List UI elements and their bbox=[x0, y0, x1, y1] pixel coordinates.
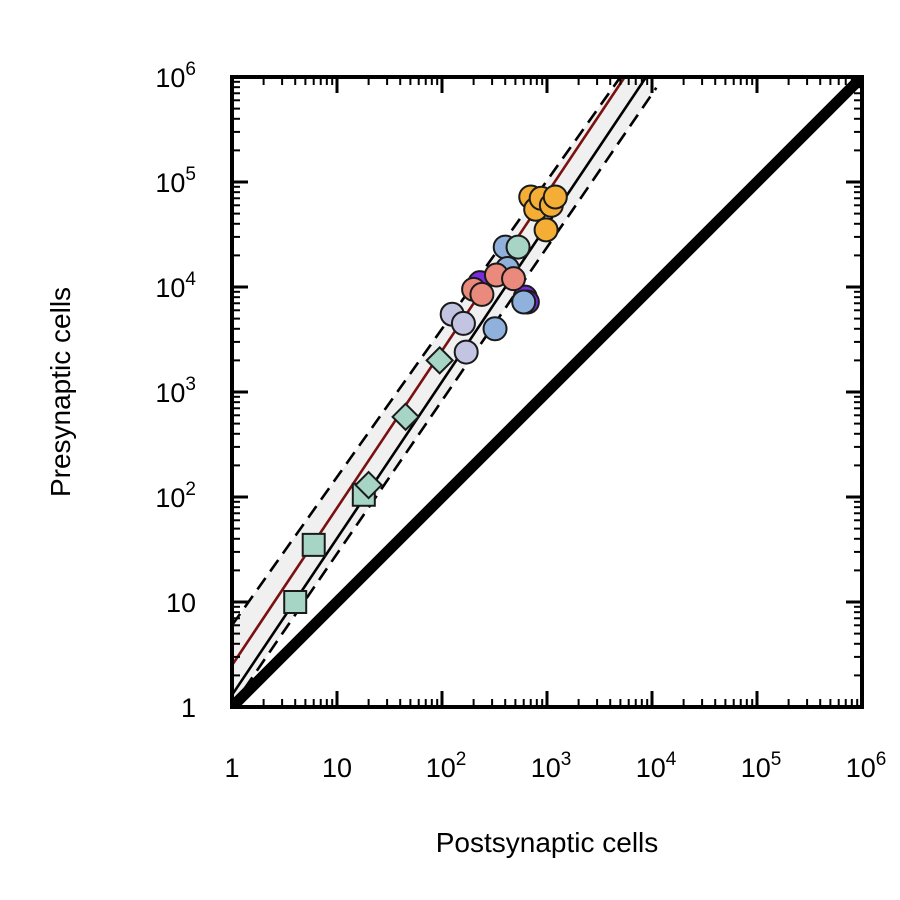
group-orange-point-5 bbox=[542, 184, 568, 210]
x-tick-label: 106 bbox=[846, 749, 887, 783]
group-diamonds-point-1 bbox=[391, 402, 421, 432]
x-tick-label: 104 bbox=[636, 749, 677, 783]
group-orange-point-3 bbox=[533, 217, 559, 243]
y-tick-label: 105 bbox=[155, 164, 196, 198]
x-tick-label: 105 bbox=[741, 749, 782, 783]
x-tick-label: 10 bbox=[322, 753, 352, 783]
y-tick-label: 1 bbox=[181, 693, 196, 723]
x-tick-label: 103 bbox=[531, 749, 572, 783]
group-salmon-point-3 bbox=[501, 266, 527, 292]
line-identity bbox=[232, 77, 862, 707]
group-squares-point-0 bbox=[283, 590, 308, 614]
group-blue-point-3 bbox=[511, 289, 537, 315]
line-fit-upper bbox=[232, 77, 622, 627]
x-tick-label: 102 bbox=[426, 749, 467, 783]
y-axis-title: Presynaptic cells bbox=[45, 287, 76, 497]
plot-frame bbox=[230, 75, 864, 709]
y-tick-label: 104 bbox=[155, 269, 196, 303]
group-squares-point-1 bbox=[301, 532, 326, 557]
y-tick-label: 103 bbox=[155, 374, 196, 408]
group-teal-point-0 bbox=[505, 234, 531, 260]
group-salmon-point-1 bbox=[469, 281, 495, 307]
line-alt-fit bbox=[232, 77, 626, 666]
group-lavender-point-1 bbox=[450, 310, 476, 336]
group-diamonds-point-0 bbox=[354, 470, 384, 500]
y-tick-label: 10 bbox=[166, 588, 196, 618]
y-tick-label: 102 bbox=[155, 479, 196, 513]
group-diamonds-point-2 bbox=[425, 345, 455, 375]
group-lavender-point-2 bbox=[453, 339, 479, 365]
y-tick-label: 106 bbox=[155, 59, 196, 93]
line-fit-lower bbox=[232, 87, 658, 707]
x-axis-title: Postsynaptic cells bbox=[436, 827, 659, 858]
x-tick-label: 1 bbox=[224, 753, 239, 783]
group-blue-point-0 bbox=[482, 316, 508, 342]
